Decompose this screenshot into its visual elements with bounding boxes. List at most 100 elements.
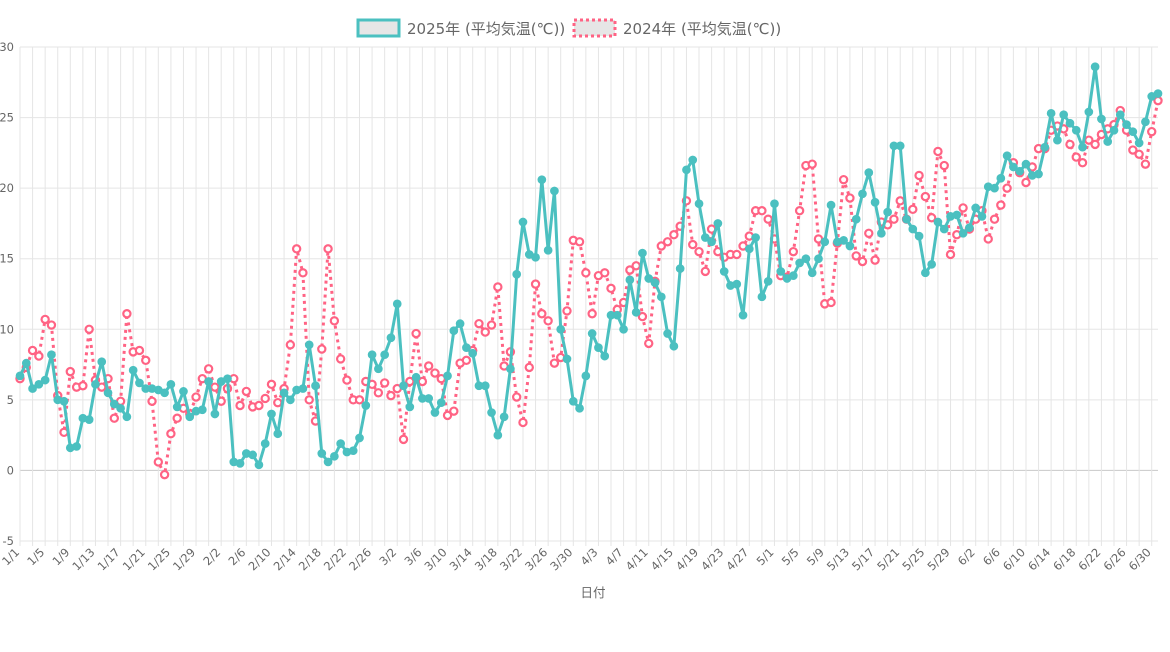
data-point-2024[interactable]: [669, 230, 679, 240]
data-point-2024[interactable]: [530, 279, 541, 289]
data-point-2025[interactable]: [160, 388, 169, 398]
data-point-2025[interactable]: [1034, 169, 1043, 179]
data-point-2025[interactable]: [97, 357, 107, 367]
data-point-2025[interactable]: [128, 365, 138, 375]
data-point-2024[interactable]: [46, 320, 57, 330]
data-point-2024[interactable]: [34, 351, 44, 361]
data-point-2025[interactable]: [738, 310, 748, 320]
data-point-2025[interactable]: [1046, 108, 1056, 118]
data-point-2024[interactable]: [574, 237, 585, 247]
data-point-2024[interactable]: [65, 366, 75, 377]
data-point-2025[interactable]: [594, 343, 603, 352]
data-point-2025[interactable]: [1071, 125, 1081, 135]
data-point-2024[interactable]: [1065, 139, 1075, 150]
data-point-2025[interactable]: [361, 401, 371, 410]
data-point-2025[interactable]: [977, 212, 987, 221]
data-point-2024[interactable]: [373, 388, 384, 398]
data-point-2025[interactable]: [374, 364, 383, 374]
data-point-2024[interactable]: [159, 469, 170, 480]
data-point-2025[interactable]: [927, 260, 937, 269]
data-point-2025[interactable]: [877, 228, 886, 238]
data-point-2025[interactable]: [1015, 166, 1025, 176]
data-point-2025[interactable]: [851, 214, 861, 224]
data-point-2025[interactable]: [298, 384, 308, 393]
data-point-2024[interactable]: [524, 362, 534, 373]
data-point-2025[interactable]: [430, 408, 440, 417]
data-point-2025[interactable]: [656, 292, 666, 302]
data-point-2025[interactable]: [858, 189, 867, 199]
data-point-2024[interactable]: [329, 316, 340, 326]
data-point-2025[interactable]: [1090, 62, 1100, 72]
data-point-2025[interactable]: [273, 429, 283, 439]
data-point-2025[interactable]: [15, 371, 25, 381]
data-point-2024[interactable]: [908, 204, 918, 215]
data-point-2024[interactable]: [543, 316, 553, 326]
data-point-2025[interactable]: [883, 207, 892, 217]
data-point-2025[interactable]: [103, 388, 113, 398]
data-point-2025[interactable]: [1128, 127, 1138, 137]
data-point-2025[interactable]: [499, 412, 509, 422]
data-point-2025[interactable]: [757, 292, 767, 302]
data-point-2025[interactable]: [392, 299, 402, 309]
data-point-2025[interactable]: [763, 276, 773, 286]
data-point-2025[interactable]: [1059, 110, 1069, 120]
data-point-2024[interactable]: [926, 213, 937, 223]
data-point-2024[interactable]: [461, 355, 472, 366]
data-point-2024[interactable]: [84, 324, 94, 334]
data-point-2025[interactable]: [675, 264, 685, 273]
data-point-2024[interactable]: [518, 417, 528, 428]
data-point-2025[interactable]: [638, 248, 647, 258]
data-point-2024[interactable]: [996, 200, 1006, 210]
data-point-2024[interactable]: [235, 400, 245, 411]
data-point-2025[interactable]: [744, 244, 754, 254]
data-point-2024[interactable]: [1002, 183, 1012, 193]
data-point-2025[interactable]: [707, 237, 716, 247]
data-point-2025[interactable]: [814, 254, 823, 264]
data-point-2024[interactable]: [662, 237, 673, 247]
data-point-2025[interactable]: [47, 350, 56, 360]
data-point-2024[interactable]: [134, 345, 145, 356]
data-point-2025[interactable]: [839, 236, 848, 245]
data-point-2024[interactable]: [914, 170, 924, 181]
data-point-2024[interactable]: [606, 283, 616, 294]
data-point-2024[interactable]: [442, 410, 453, 421]
data-point-2024[interactable]: [430, 368, 440, 378]
data-point-2025[interactable]: [870, 197, 880, 207]
data-point-2025[interactable]: [109, 399, 119, 409]
data-point-2024[interactable]: [449, 406, 459, 416]
data-point-2024[interactable]: [600, 268, 610, 278]
data-point-2025[interactable]: [91, 379, 100, 389]
data-point-2024[interactable]: [486, 320, 497, 330]
data-point-2025[interactable]: [166, 379, 176, 389]
data-point-2024[interactable]: [983, 234, 993, 244]
data-point-2024[interactable]: [807, 159, 817, 169]
data-point-2024[interactable]: [474, 318, 484, 329]
data-point-2024[interactable]: [398, 434, 409, 445]
data-point-2025[interactable]: [286, 395, 295, 405]
data-point-2025[interactable]: [1115, 110, 1125, 120]
data-point-2024[interactable]: [266, 379, 277, 390]
data-point-2025[interactable]: [462, 343, 471, 352]
data-point-2024[interactable]: [405, 376, 415, 387]
data-point-2025[interactable]: [1153, 89, 1163, 98]
data-point-2024[interactable]: [700, 266, 711, 277]
data-point-2024[interactable]: [757, 206, 767, 216]
data-point-2025[interactable]: [562, 354, 572, 364]
data-point-2024[interactable]: [788, 246, 799, 257]
data-point-2025[interactable]: [612, 310, 622, 320]
data-point-2025[interactable]: [801, 254, 811, 264]
data-point-2024[interactable]: [122, 309, 132, 319]
data-point-2025[interactable]: [694, 199, 704, 209]
data-point-2025[interactable]: [1065, 118, 1075, 128]
data-point-2025[interactable]: [933, 217, 943, 227]
data-point-2025[interactable]: [279, 388, 289, 398]
data-point-2025[interactable]: [644, 274, 654, 283]
data-point-2024[interactable]: [342, 375, 352, 385]
data-point-2024[interactable]: [549, 358, 560, 368]
data-point-2024[interactable]: [291, 244, 302, 254]
data-point-2025[interactable]: [330, 451, 339, 461]
data-point-2024[interactable]: [298, 268, 308, 278]
data-point-2024[interactable]: [335, 354, 346, 364]
data-point-2025[interactable]: [367, 350, 377, 360]
data-point-2025[interactable]: [1021, 159, 1031, 169]
